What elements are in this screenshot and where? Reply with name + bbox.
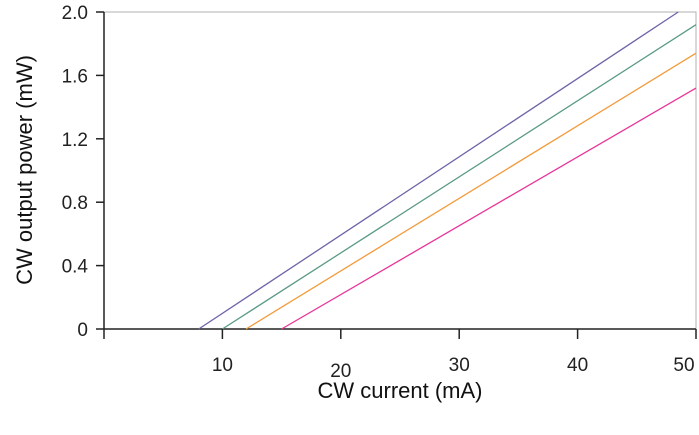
series-layer (198, 11, 697, 330)
y-ticks: 0 0.4 0.8 1.2 1.6 2.0 (62, 3, 104, 341)
x-tick-label: 20 (330, 361, 351, 382)
x-tick-label: 50 (673, 355, 694, 376)
y-tick-label: 0.4 (62, 257, 89, 278)
y-axis-title: CW output power (mW) (12, 55, 37, 285)
x-axis-title: CW current (mA) (318, 378, 483, 403)
series-line-4 (281, 87, 697, 330)
x-tick-label: 10 (212, 355, 233, 376)
y-tick-label: 2.0 (62, 3, 88, 24)
y-tick-label: 0 (77, 320, 88, 341)
x-tick-label: 40 (567, 355, 588, 376)
x-tick-label: 30 (449, 355, 470, 376)
y-tick-label: 0.8 (62, 193, 88, 214)
series-line-1 (198, 11, 679, 330)
series-line-2 (222, 24, 697, 330)
y-tick-label: 1.2 (62, 130, 88, 151)
series-line-3 (245, 52, 697, 330)
x-ticks: 10 20 30 40 50 (103, 329, 697, 382)
y-tick-label: 1.6 (62, 66, 88, 87)
